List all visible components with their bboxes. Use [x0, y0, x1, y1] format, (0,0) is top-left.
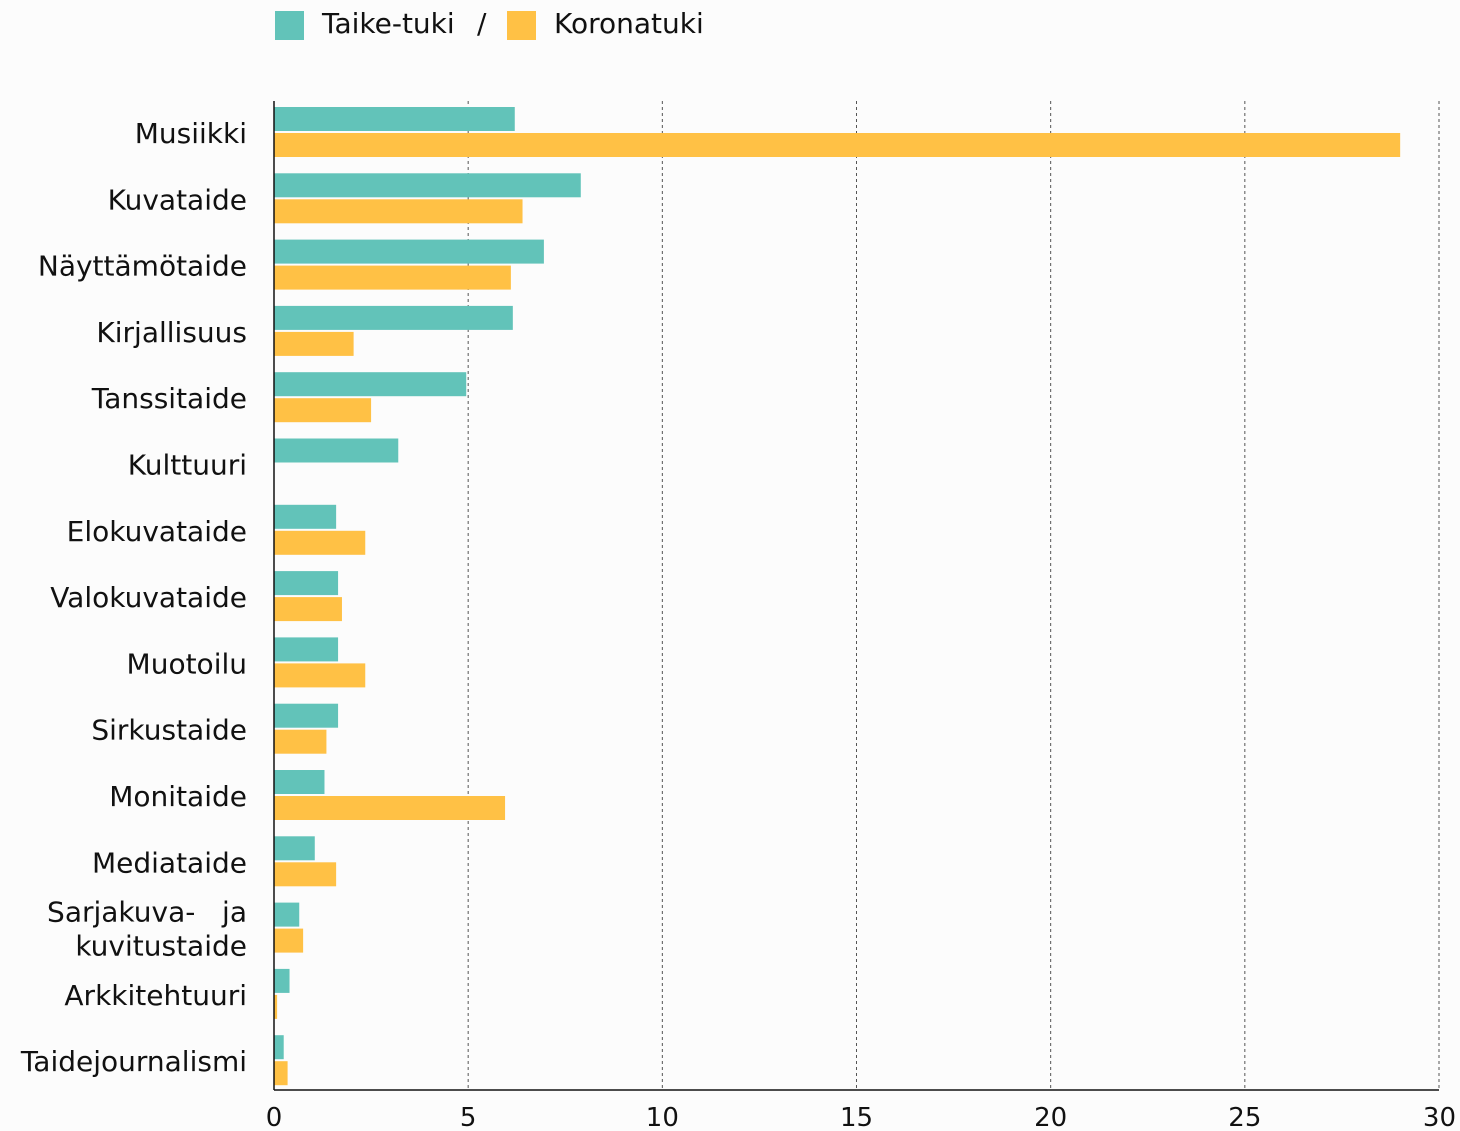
x-tick-label-5: 5	[460, 1103, 477, 1131]
legend-swatch-koronatuki	[507, 11, 536, 40]
gridlines	[467, 101, 1440, 1090]
bar-koronatuki-monitaide	[274, 796, 506, 820]
bar-koronatuki-mediataide	[274, 862, 337, 887]
x-tick-label-15: 15	[840, 1103, 873, 1131]
bar-koronatuki-taidejournalismi	[274, 1061, 288, 1086]
category-label-monitaide: Monitaide	[109, 780, 247, 813]
bar-taike-tuki-arkkitehtuuri	[274, 968, 290, 993]
category-label-sarjakuva-ja-kuvitustaide-line-1: Sarjakuva- ja	[47, 896, 247, 929]
bar-taike-tuki-kuvataide	[274, 173, 581, 198]
bar-koronatuki-sarjakuva-ja-kuvitustaide	[274, 928, 304, 953]
bar-koronatuki-kirjallisuus	[274, 331, 354, 356]
category-label-muotoilu: Muotoilu	[127, 647, 247, 680]
category-label-näyttämötaide: Näyttämötaide	[38, 250, 247, 283]
x-tick-label-25: 25	[1228, 1103, 1261, 1131]
bar-taike-tuki-kulttuuri	[274, 438, 399, 463]
bar-taike-tuki-taidejournalismi	[274, 1035, 284, 1060]
bar-koronatuki-sirkustaide	[274, 729, 327, 754]
bar-koronatuki-kuvataide	[274, 199, 523, 224]
bar-koronatuki-muotoilu	[274, 663, 366, 688]
bar-koronatuki-näyttämötaide	[274, 265, 511, 290]
bar-taike-tuki-valokuvataide	[274, 571, 339, 596]
bar-koronatuki-valokuvataide	[274, 597, 342, 622]
category-label-elokuvataide: Elokuvataide	[67, 515, 247, 548]
category-label-taidejournalismi: Taidejournalismi	[20, 1045, 247, 1078]
category-label-tanssitaide: Tanssitaide	[91, 382, 247, 415]
bar-koronatuki-musiikki	[274, 133, 1401, 157]
bar-taike-tuki-mediataide	[274, 836, 315, 861]
x-tick-label-10: 10	[646, 1103, 679, 1131]
category-label-valokuvataide: Valokuvataide	[50, 581, 247, 614]
bar-taike-tuki-monitaide	[274, 770, 325, 794]
category-label-kuvataide: Kuvataide	[108, 183, 247, 216]
bar-taike-tuki-sarjakuva-ja-kuvitustaide	[274, 902, 300, 927]
x-tick-label-20: 20	[1034, 1103, 1067, 1131]
bar-koronatuki-arkkitehtuuri	[274, 994, 278, 1019]
category-label-kulttuuri: Kulttuuri	[128, 449, 247, 482]
bar-koronatuki-tanssitaide	[274, 398, 372, 423]
x-tick-label-30: 30	[1423, 1103, 1456, 1131]
category-label-mediataide: Mediataide	[92, 846, 247, 879]
bar-taike-tuki-sirkustaide	[274, 703, 339, 728]
legend-separator: /	[477, 7, 487, 40]
legend: Taike-tuki / Koronatuki	[275, 7, 704, 40]
legend-label-taike-tuki: Taike-tuki	[321, 7, 455, 40]
bar-taike-tuki-musiikki	[274, 107, 515, 131]
bar-koronatuki-elokuvataide	[274, 530, 366, 555]
bar-taike-tuki-elokuvataide	[274, 504, 337, 529]
category-labels: Musiikki Kuvataide Näyttämötaide Kirjallisu…	[20, 117, 247, 1078]
legend-swatch-taike-tuki	[275, 11, 304, 40]
category-label-sirkustaide: Sirkustaide	[91, 714, 247, 747]
category-label-musiikki: Musiikki	[135, 117, 247, 150]
category-label-arkkitehtuuri: Arkkitehtuuri	[64, 979, 247, 1012]
bar-taike-tuki-kirjallisuus	[274, 305, 513, 330]
category-label-kirjallisuus: Kirjallisuus	[96, 316, 247, 349]
bar-taike-tuki-näyttämötaide	[274, 239, 544, 264]
x-tick-label-0: 0	[266, 1103, 283, 1131]
category-label-sarjakuva-ja-kuvitustaide-line-2: kuvitustaide	[75, 930, 247, 963]
x-axis: 0 5 10 15 20 25 30	[266, 101, 1456, 1131]
bar-taike-tuki-tanssitaide	[274, 372, 467, 397]
legend-label-koronatuki: Koronatuki	[554, 7, 704, 40]
bar-taike-tuki-muotoilu	[274, 637, 339, 662]
bars	[274, 107, 1401, 1086]
